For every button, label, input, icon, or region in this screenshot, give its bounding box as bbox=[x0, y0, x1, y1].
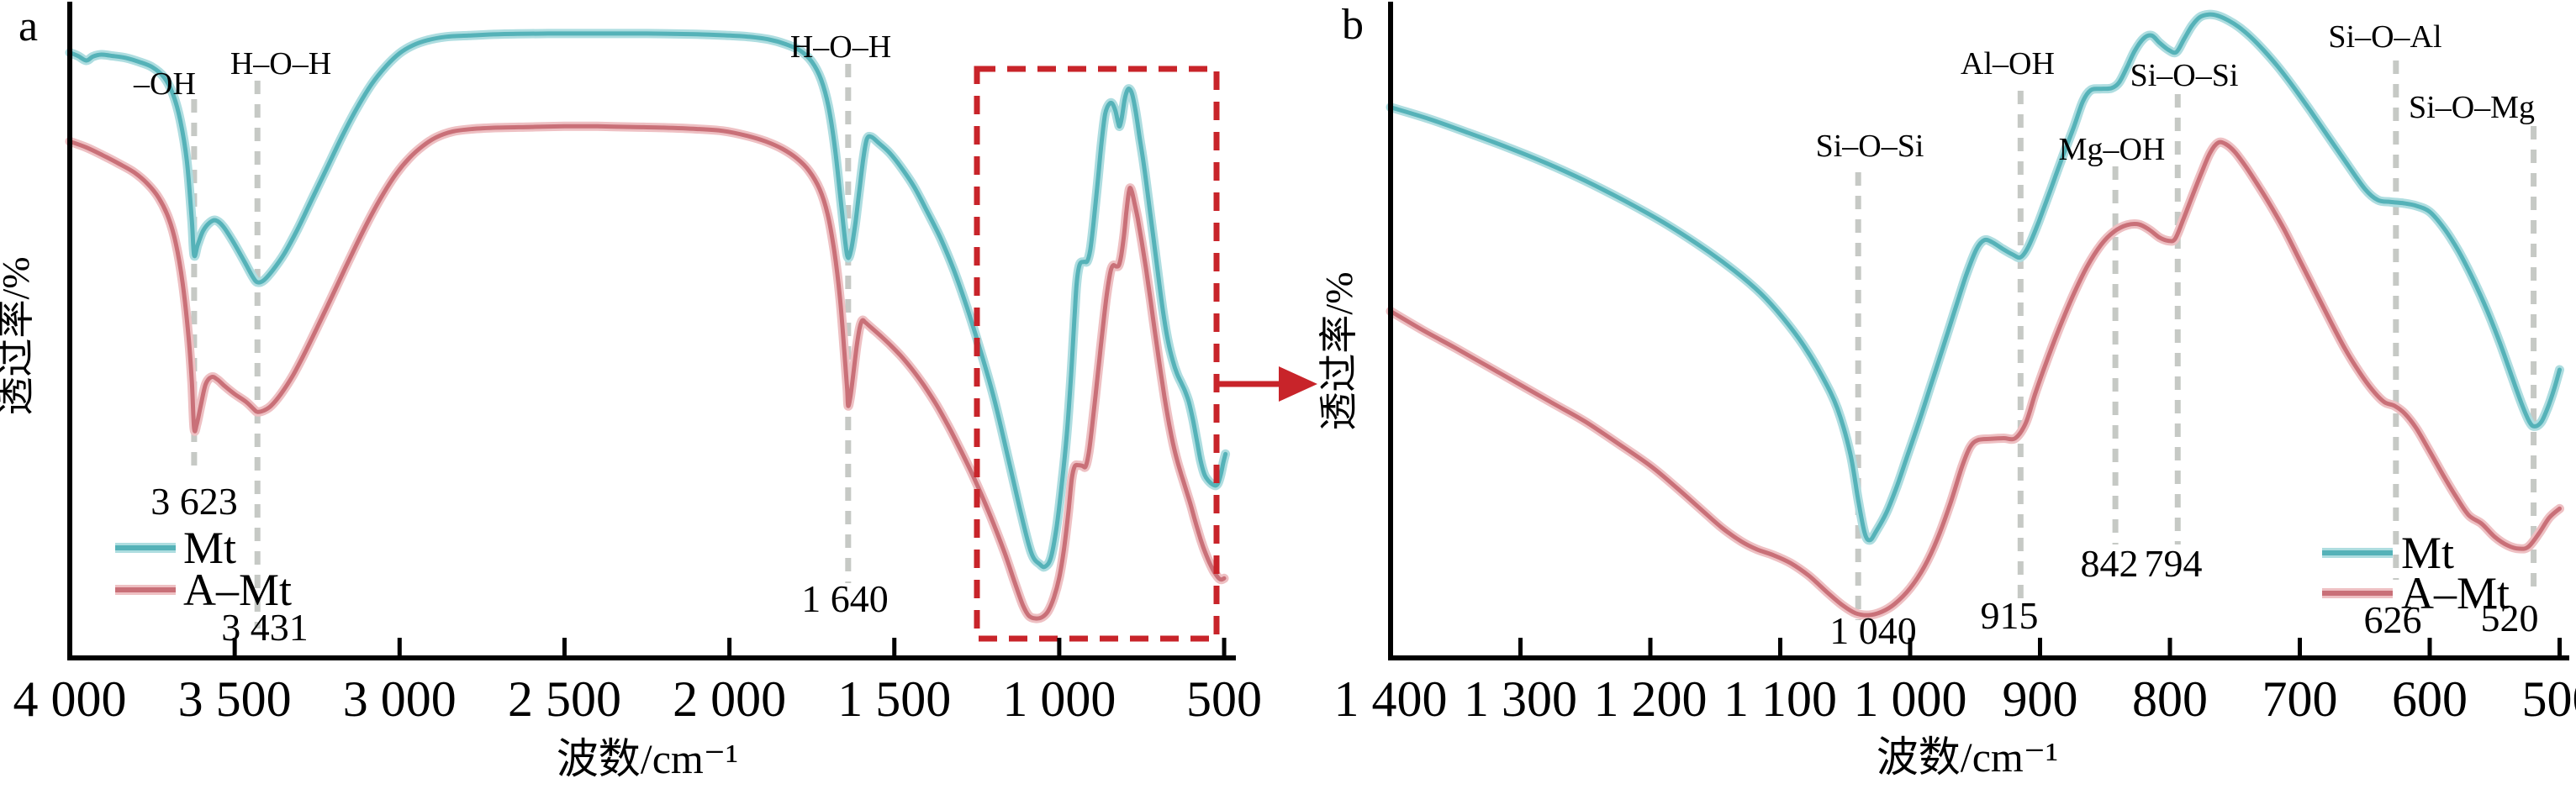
panel-letter: a bbox=[18, 3, 38, 50]
x-tick-label-1400: 1 400 bbox=[1334, 671, 1448, 727]
legend-label-amt: A–Mt bbox=[183, 565, 292, 615]
legend-label-mt: Mt bbox=[183, 523, 236, 573]
peak-value-label: 626 bbox=[2364, 598, 2422, 641]
panel-a-text: 4 000 3 500 3 000 2 500 2 000 1 500 1 000 500 a 波… bbox=[0, 3, 1262, 782]
x-tick-label-900: 900 bbox=[2003, 671, 2078, 727]
panel-letter: b bbox=[1342, 1, 1364, 49]
legend-label-amt: A–Mt bbox=[2401, 568, 2510, 618]
panel-a-zoom-box bbox=[974, 66, 1317, 642]
x-tick-label-2000: 2 000 bbox=[673, 671, 786, 727]
zoom-region-box bbox=[974, 66, 1220, 642]
curve-mt-halo bbox=[65, 29, 1231, 572]
panel-b: 1 400 1 300 1 200 1 100 1 000 900 800 700 600 500… bbox=[1317, 1, 2576, 781]
x-tick-label-600: 600 bbox=[2392, 671, 2468, 727]
zoom-arrow-head bbox=[1279, 366, 1317, 402]
panel-b-text: 1 400 1 300 1 200 1 100 1 000 900 800 700 600 500… bbox=[1317, 1, 2576, 781]
x-tick-label-3000: 3 000 bbox=[343, 671, 457, 727]
x-tick-label-800: 800 bbox=[2132, 671, 2208, 727]
peak-value-label: 3 623 bbox=[150, 480, 238, 523]
y-axis-title: 透过率/% bbox=[1317, 271, 1360, 430]
peak-value-label: 520 bbox=[2481, 597, 2539, 639]
band-annotation: Si–O–Mg bbox=[2409, 90, 2535, 125]
peak-value-label: 842 bbox=[2081, 542, 2139, 585]
panel-a-legend: MtA–Mt bbox=[115, 523, 292, 615]
curve-amt bbox=[1388, 139, 2562, 618]
x-tick-label-1300: 1 300 bbox=[1464, 671, 1577, 727]
x-tick-label-1100: 1 100 bbox=[1723, 671, 1837, 727]
x-tick-label-500: 500 bbox=[1186, 671, 1262, 727]
curve-amt bbox=[67, 124, 1227, 621]
x-tick-label-1500: 1 500 bbox=[837, 671, 951, 727]
band-annotation: Al–OH bbox=[1961, 46, 2055, 82]
panel-a-curves bbox=[65, 29, 1231, 623]
band-annotation: Si–O–Si bbox=[2130, 58, 2239, 93]
panel-a-guides bbox=[191, 64, 852, 629]
peak-value-label: 1 040 bbox=[1829, 609, 1917, 652]
peak-value-label: 3 431 bbox=[221, 606, 309, 649]
band-annotation: Si–O–Si bbox=[1816, 129, 1924, 164]
y-axis-title: 透过率/% bbox=[0, 256, 37, 415]
panel-b-legend: MtA–Mt bbox=[2322, 528, 2510, 618]
peak-value-label: 794 bbox=[2145, 542, 2203, 585]
x-axis-title: 波数/cm⁻¹ bbox=[557, 735, 738, 782]
x-tick-label-4000: 4 000 bbox=[13, 671, 127, 727]
x-tick-label-500: 500 bbox=[2522, 671, 2576, 727]
panel-a: 4 000 3 500 3 000 2 500 2 000 1 500 1 000 500 a 波… bbox=[0, 2, 1317, 782]
curve-mt bbox=[67, 31, 1228, 570]
panel-b-guides bbox=[1855, 60, 2537, 620]
peak-value-label: 1 640 bbox=[801, 577, 889, 620]
curve-amt-halo bbox=[1386, 137, 2564, 620]
panel-b-axes bbox=[1388, 2, 2569, 660]
x-tick-label-1000: 1 000 bbox=[1002, 671, 1116, 727]
x-tick-label-2500: 2 500 bbox=[508, 671, 621, 727]
peak-value-label: 915 bbox=[1981, 594, 2039, 637]
x-tick-label-1000: 1 000 bbox=[1854, 671, 1967, 727]
x-tick-label-3500: 3 500 bbox=[178, 671, 292, 727]
band-annotation: Si–O–Al bbox=[2328, 19, 2441, 55]
band-annotation: H–O–H bbox=[230, 46, 331, 82]
panel-b-curves bbox=[1386, 9, 2564, 620]
x-axis-title: 波数/cm⁻¹ bbox=[1877, 734, 2058, 781]
panel-a-axes bbox=[67, 2, 1236, 660]
legend-label-mt: Mt bbox=[2401, 528, 2454, 578]
x-tick-label-700: 700 bbox=[2262, 671, 2338, 727]
band-annotation: Mg–OH bbox=[2059, 132, 2166, 167]
band-annotation: H–O–H bbox=[790, 29, 891, 65]
band-annotation: –OH bbox=[133, 66, 196, 102]
x-tick-label-1200: 1 200 bbox=[1594, 671, 1708, 727]
curve-mt bbox=[1388, 12, 2562, 543]
curve-mt-halo bbox=[1386, 9, 2564, 545]
